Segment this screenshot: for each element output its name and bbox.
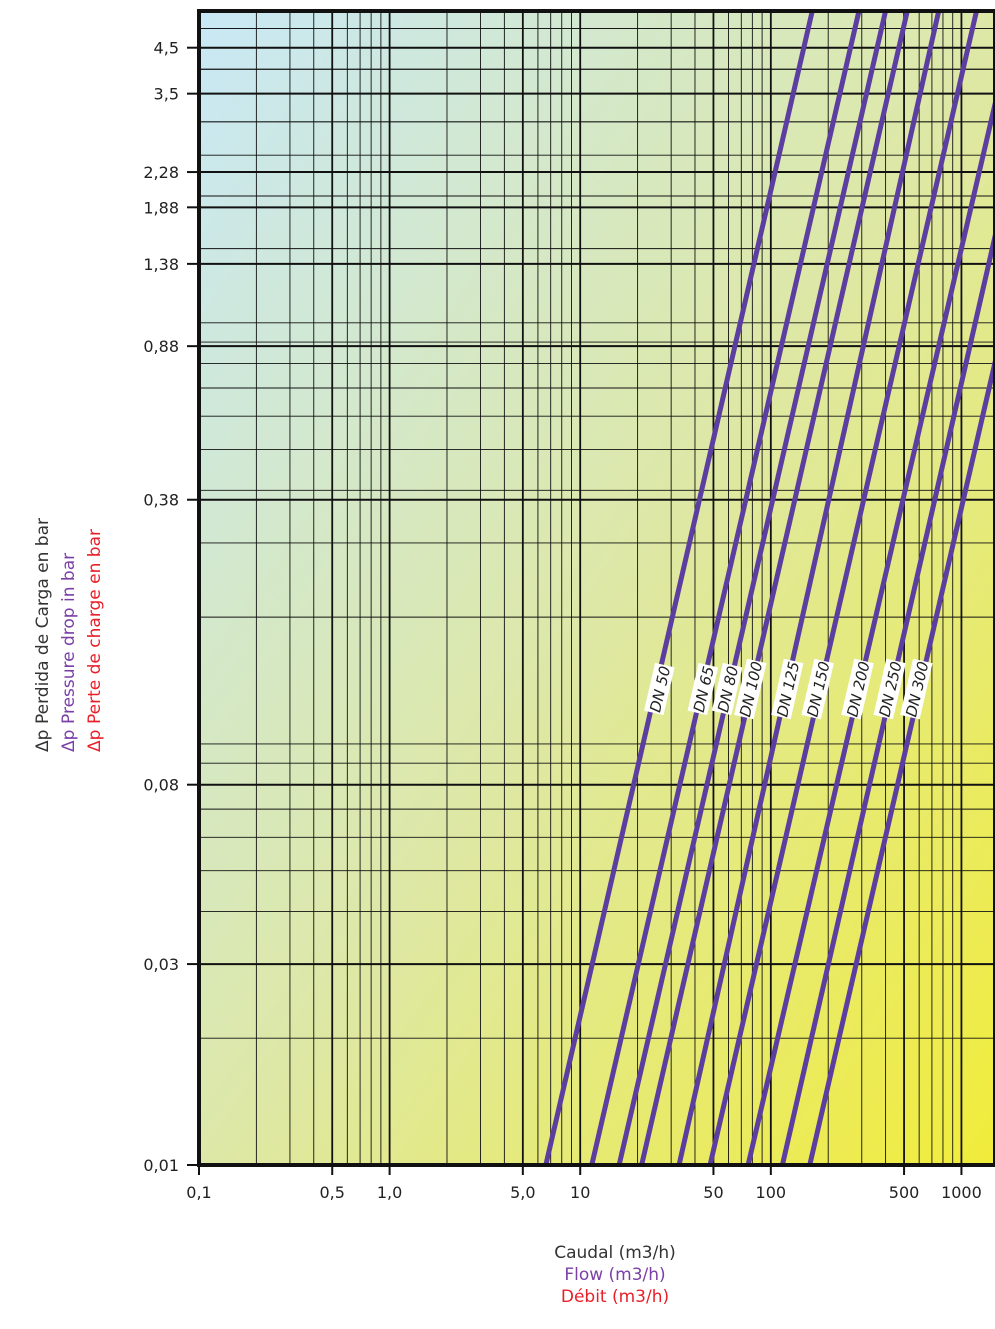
series-label-bg [873,658,906,720]
series-line [676,11,942,1165]
x-tick-label: 1,0 [377,1183,402,1202]
x-tick-label: 50 [703,1183,723,1202]
series-label-bg [734,658,767,720]
x-label-es: Caudal (m3/h) [554,1243,676,1263]
x-tick-label: 500 [889,1183,920,1202]
y-tick-label: 0,08 [143,776,179,795]
y-tick-label: 0,88 [143,337,179,356]
x-label-fr: Débit (m3/h) [560,1287,670,1307]
y-tick-label: 2,28 [143,163,179,182]
x-axis-label: Caudal (m3/h) Flow (m3/h) Débit (m3/h) [520,1242,710,1308]
series-label-bg [841,658,874,720]
y-label-fr: ΔpPerte de charge en bar [85,529,105,752]
y-tick-label: 0,01 [143,1156,179,1175]
x-tick-label: 0,5 [320,1183,345,1202]
x-tick-label: 0,1 [186,1183,211,1202]
series-line [589,11,862,1165]
series-group [543,11,995,1165]
series-line [707,11,979,1165]
series-label-bg [900,658,933,720]
x-tick-label: 1000 [941,1183,982,1202]
y-tick-label: 4,5 [154,39,179,58]
y-tick-label: 0,03 [143,955,179,974]
plot-background [199,11,995,1165]
y-tick-label: 0,38 [143,491,179,510]
y-axis: 0,01 0,03 0,08 0,38 0,88 1,38 1,88 2,28 3,5 4,5 [143,39,199,1175]
y-tick-label: 1,88 [143,198,179,217]
series-line [779,225,995,1165]
x-tick-label: 100 [756,1183,787,1202]
series-label-bg [801,658,834,720]
x-label-en: Flow (m3/h) [564,1265,666,1285]
series-label-bg [644,662,675,716]
series-line [616,11,889,1165]
series-label-bg [687,662,719,716]
y-label-es: ΔpPerdida de Carga en bar [33,517,53,752]
x-tick-label: 5,0 [510,1183,535,1202]
plot-frame [197,9,995,1167]
series-label-bg [771,658,804,720]
y-tick-label: 3,5 [154,85,179,104]
x-tick-label: 10 [570,1183,590,1202]
y-tick-label: 1,38 [143,255,179,274]
series-line [543,11,815,1165]
y-label-en: ΔpPressure drop in bar [59,552,79,752]
grid [199,11,995,1165]
series-line [745,93,995,1165]
x-axis: 0,1 0,5 1,0 5,0 10 50 100 500 1000 [186,1165,982,1202]
series-line [639,11,910,1165]
series-label-bg [711,662,743,716]
series-line [807,351,995,1165]
